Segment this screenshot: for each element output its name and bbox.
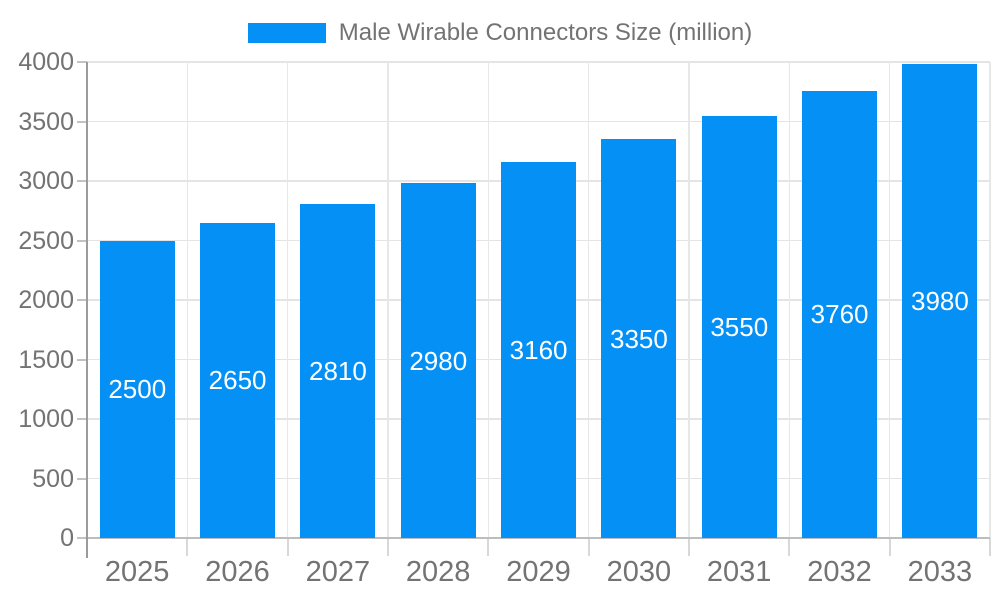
bar-value-label: 3550 xyxy=(710,311,769,342)
y-axis-tick xyxy=(77,299,87,301)
x-axis-tick xyxy=(487,538,490,556)
x-tick-label: 2030 xyxy=(606,556,672,588)
bar-value-label: 2980 xyxy=(409,345,468,376)
y-axis-tick xyxy=(77,477,87,480)
x-axis-tick xyxy=(587,538,590,556)
y-tick-label: 2000 xyxy=(18,286,74,314)
bar-value-label: 2650 xyxy=(208,365,267,396)
x-axis-tick xyxy=(387,538,389,556)
x-axis-line xyxy=(85,537,990,539)
x-axis-tick xyxy=(989,538,991,556)
y-tick-label: 1000 xyxy=(18,405,74,433)
y-axis-tick xyxy=(77,239,87,242)
y-axis-tick xyxy=(77,358,87,361)
gridline-vertical xyxy=(487,62,490,538)
bar-value-label: 2500 xyxy=(108,374,167,405)
bar: 2980 xyxy=(400,183,476,538)
bar: 3550 xyxy=(701,115,777,538)
bar-value-label: 3980 xyxy=(911,286,969,317)
y-axis-tick xyxy=(77,418,87,420)
gridline-horizontal xyxy=(87,120,990,123)
gridline-horizontal xyxy=(87,61,990,63)
y-axis-tick xyxy=(77,120,87,123)
gridline-vertical xyxy=(587,62,590,538)
gridline-vertical xyxy=(387,62,389,538)
x-axis-tick xyxy=(888,538,891,556)
bar-value-label: 2810 xyxy=(309,355,367,386)
plot-area: 2500 2650 2810 2980 3160 3350 3550 3760 3980 xyxy=(77,61,991,558)
x-axis-tick xyxy=(688,538,690,556)
y-tick-label: 2500 xyxy=(18,226,74,255)
gridline-vertical xyxy=(989,62,991,538)
x-tick-label: 2027 xyxy=(305,556,371,588)
gridline-vertical xyxy=(788,62,791,538)
y-tick-label: 0 xyxy=(60,524,74,552)
x-axis-tick xyxy=(186,538,189,556)
y-axis-labels: 0 500 1000 1500 2000 2500 3000 3500 4000 xyxy=(0,49,74,551)
y-axis-tick xyxy=(77,180,87,182)
legend: Male Wirable Connectors Size (million) xyxy=(0,21,1000,45)
x-axis-tick xyxy=(788,538,791,556)
x-axis-labels: 2025 2026 2027 2028 2029 2030 2031 2032 2033 xyxy=(87,557,990,591)
gridline-vertical xyxy=(688,62,690,538)
x-axis-tick xyxy=(286,538,289,556)
x-tick-label: 2032 xyxy=(807,556,872,588)
bar: 2810 xyxy=(300,203,376,538)
legend-label: Male Wirable Connectors Size (million) xyxy=(338,19,753,46)
gridline-vertical xyxy=(286,62,289,538)
legend-swatch xyxy=(247,23,326,43)
y-tick-label: 3500 xyxy=(18,107,74,136)
bar-value-label: 3160 xyxy=(509,334,568,365)
y-axis-line xyxy=(86,62,88,558)
x-tick-label: 2029 xyxy=(506,556,571,588)
bar: 2500 xyxy=(99,240,175,538)
y-axis-tick xyxy=(77,61,87,63)
y-axis-tick xyxy=(77,537,87,539)
bar: 2650 xyxy=(200,222,276,538)
x-tick-label: 2033 xyxy=(907,556,973,588)
gridline-vertical xyxy=(888,62,891,538)
bar: 3160 xyxy=(501,161,577,538)
y-tick-label: 3000 xyxy=(18,167,74,195)
y-tick-label: 1500 xyxy=(18,345,74,374)
gridline-vertical xyxy=(186,62,189,538)
x-tick-label: 2025 xyxy=(104,556,170,588)
y-tick-label: 4000 xyxy=(18,48,74,76)
bar: 3760 xyxy=(802,90,878,538)
bar-value-label: 3350 xyxy=(610,323,668,354)
x-tick-label: 2026 xyxy=(205,556,270,588)
y-tick-label: 500 xyxy=(32,464,74,493)
bar: 3350 xyxy=(601,139,677,538)
x-tick-label: 2031 xyxy=(706,556,772,588)
bar-value-label: 3760 xyxy=(810,299,869,330)
bar: 3980 xyxy=(902,64,978,538)
x-tick-label: 2028 xyxy=(405,556,471,588)
